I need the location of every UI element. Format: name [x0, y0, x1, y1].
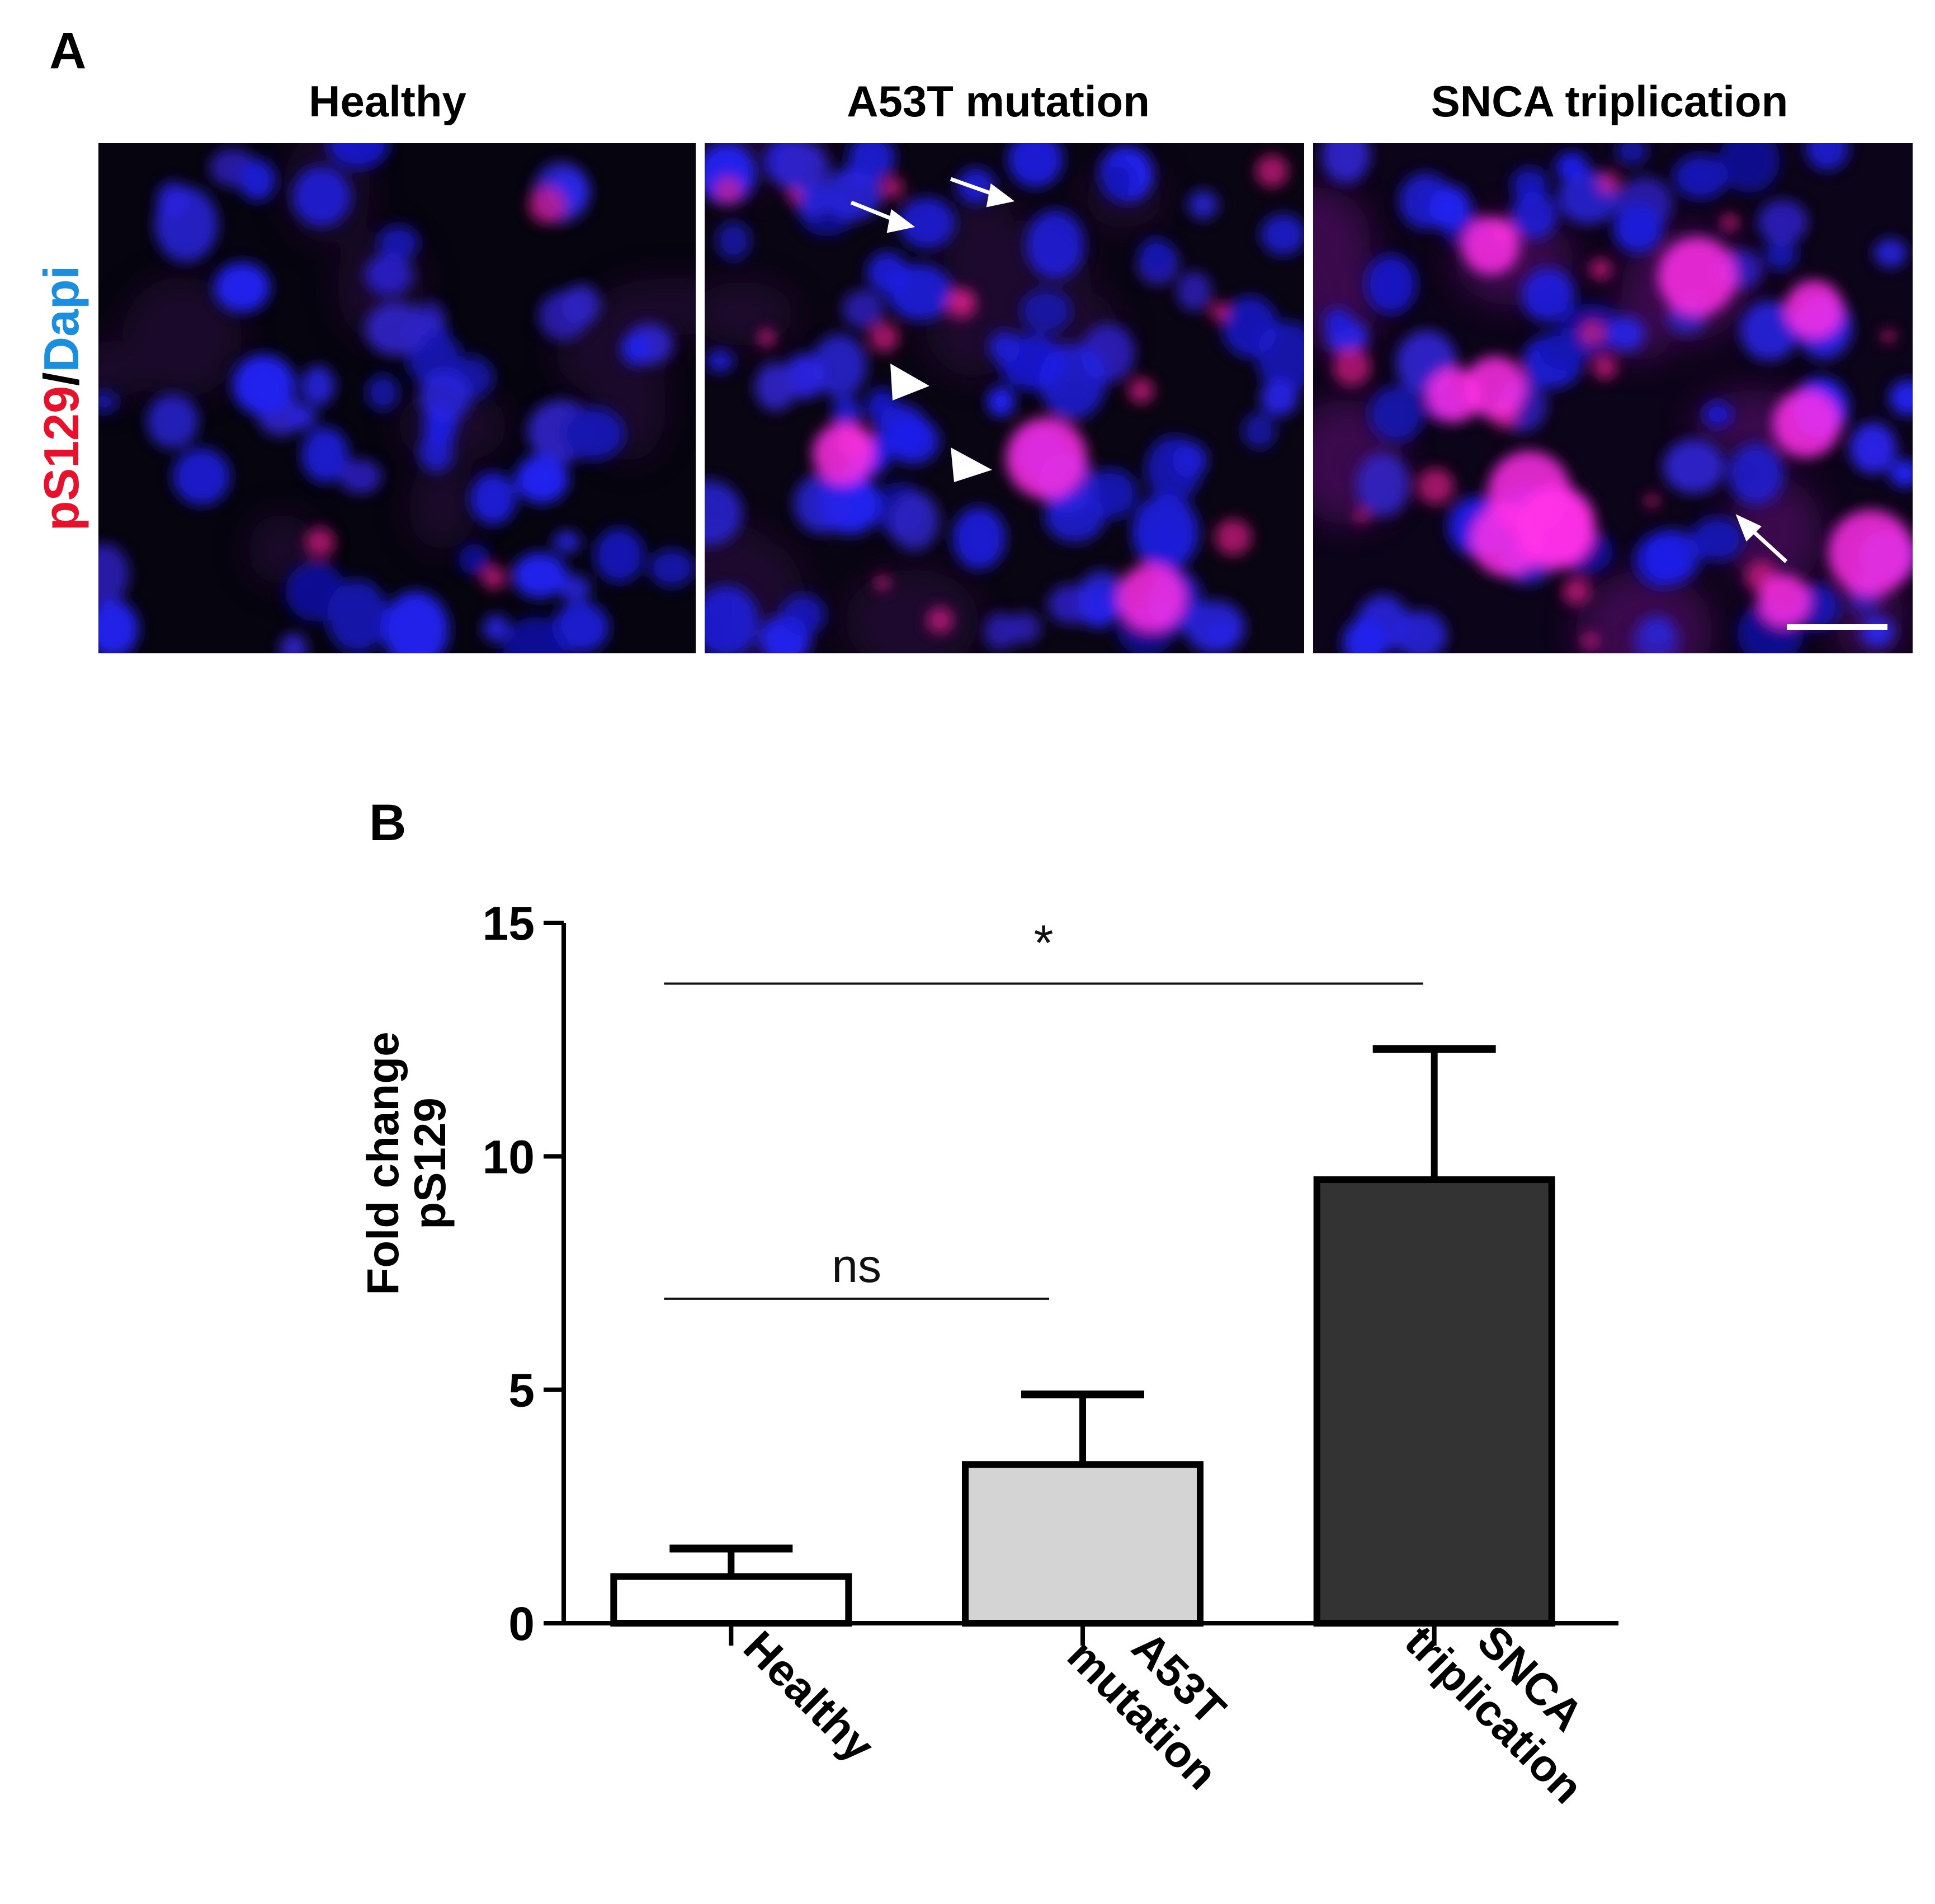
y-axis-label-line1: Fold change: [358, 1031, 408, 1295]
stain-label-separator: /: [34, 372, 89, 385]
micrograph-snca: [1313, 143, 1913, 653]
y-axis-label-line2: pS129: [405, 1097, 455, 1229]
y-tick-label: 5: [508, 1364, 535, 1417]
svg-text:pS129/Dapi: pS129/Dapi: [34, 266, 89, 531]
panel-b-letter: B: [369, 794, 406, 851]
arrowhead-annotation: [890, 364, 992, 482]
arrow-annotation: [1735, 514, 1788, 563]
arrow-annotation: [950, 177, 1015, 208]
image-title-healthy: Healthy: [309, 77, 466, 126]
x-tick-label: Healthy: [734, 1622, 884, 1771]
bar: [610, 1573, 852, 1627]
y-tick-label: 10: [483, 1130, 535, 1183]
significance-label: *: [1033, 916, 1053, 972]
y-tick-label: 15: [483, 897, 535, 950]
significance-label: ns: [832, 1240, 881, 1292]
micrograph-a53t: [705, 143, 1304, 653]
bar: [962, 1461, 1204, 1627]
bar: [1313, 1176, 1555, 1627]
y-tick-label: 0: [508, 1597, 535, 1650]
image-title-a53t: A53T mutation: [847, 77, 1150, 126]
arrow-annotation: [850, 200, 915, 233]
panel-a-letter: A: [49, 22, 86, 79]
image-title-snca: SNCA triplication: [1431, 77, 1788, 126]
micrograph-healthy: [98, 143, 696, 653]
scale-bar: [1787, 624, 1887, 630]
stain-label-ps129: pS129: [34, 386, 89, 531]
stain-label-dapi: Dapi: [34, 266, 89, 373]
stain-label: pS129/Dapi: [34, 266, 89, 531]
